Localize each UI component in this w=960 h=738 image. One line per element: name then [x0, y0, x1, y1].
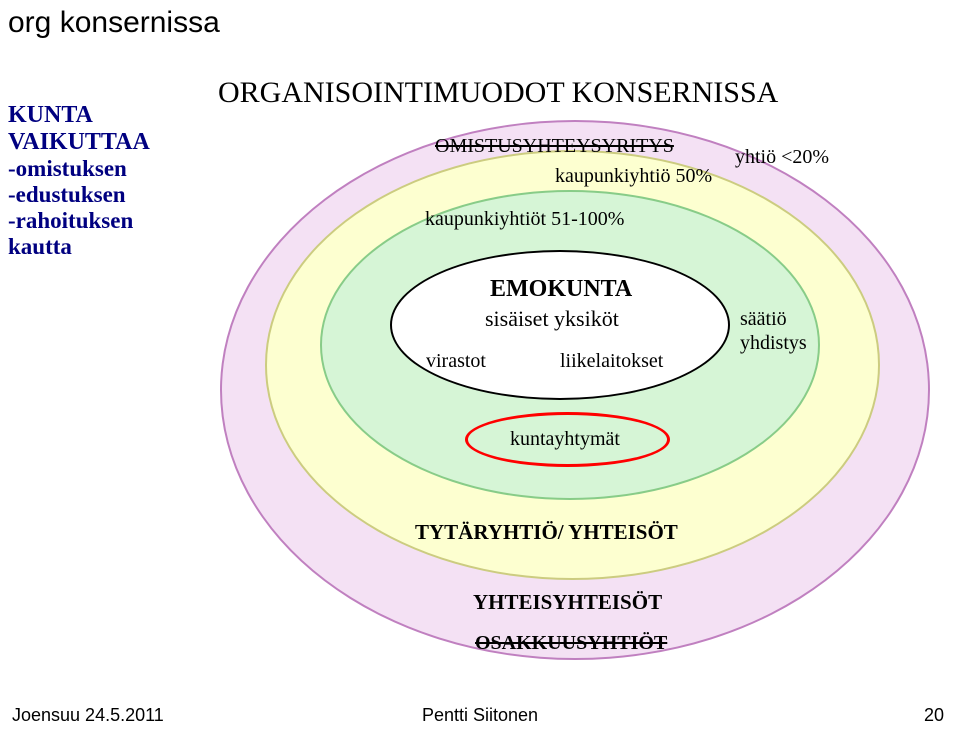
- footer-date: Joensuu 24.5.2011: [12, 705, 164, 726]
- label-yhtio-20pct: yhtiö <20%: [735, 146, 829, 169]
- left-text-block: KUNTA VAIKUTTAA -omistuksen -edustuksen …: [8, 102, 208, 260]
- label-tytaryhtio-yhteisot: TYTÄRYHTIÖ/ YHTEISÖT: [415, 520, 678, 545]
- label-yhteisyhteisot: YHTEISYHTEISÖT: [473, 590, 662, 615]
- left-line-3: -omistuksen: [8, 156, 208, 182]
- footer-author: Pentti Siitonen: [422, 705, 538, 726]
- label-kaupunkiyhtiot-51-100pct: kaupunkiyhtiöt 51-100%: [425, 208, 624, 231]
- label-osakkuusyhtiot: OSAKKUUSYHTIÖT: [475, 632, 667, 655]
- left-line-1: KUNTA: [8, 102, 208, 129]
- label-yhdistys: yhdistys: [740, 332, 807, 355]
- label-kaupunkiyhtio-50pct: kaupunkiyhtiö 50%: [555, 165, 712, 188]
- label-sisaiset-yksikot: sisäiset yksiköt: [485, 306, 619, 332]
- label-virastot: virastot: [426, 350, 486, 373]
- page-top-title: org konsernissa: [8, 6, 220, 40]
- label-kuntayhtymat: kuntayhtymät: [510, 428, 620, 451]
- nested-ellipse-diagram: OMISTUSYHTEYSYRITYS yhtiö <20% kaupunkiy…: [210, 110, 950, 670]
- left-line-2: VAIKUTTAA: [8, 129, 208, 156]
- label-emokunta: EMOKUNTA: [490, 276, 632, 303]
- main-title: ORGANISOINTIMUODOT KONSERNISSA: [218, 76, 778, 110]
- left-line-4: -edustuksen: [8, 182, 208, 208]
- footer-page-number: 20: [924, 705, 944, 726]
- left-line-6: kautta: [8, 234, 208, 260]
- left-line-5: -rahoituksen: [8, 208, 208, 234]
- label-liikelaitokset: liikelaitokset: [560, 350, 663, 373]
- label-omistusyhteysyritys: OMISTUSYHTEYSYRITYS: [435, 135, 674, 158]
- label-saatio: säätiö: [740, 308, 787, 331]
